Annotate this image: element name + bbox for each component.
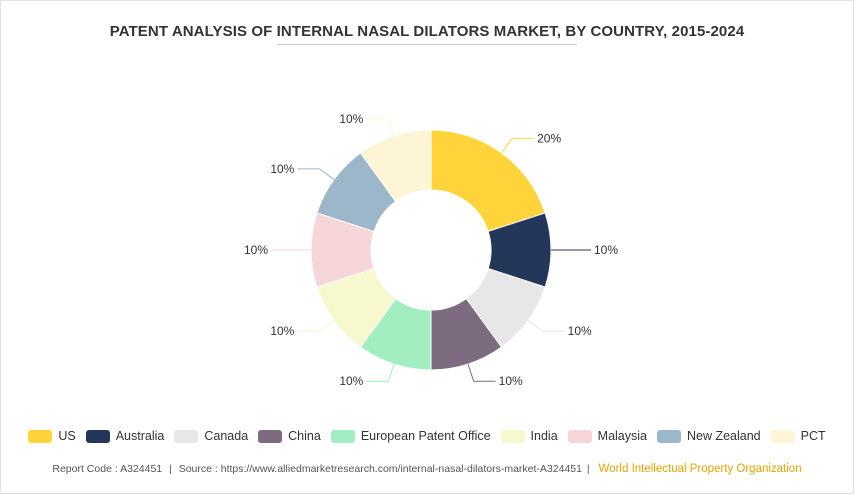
footer-separator: | bbox=[169, 463, 172, 475]
title-underline bbox=[277, 44, 577, 45]
chart-legend: US Australia Canada China European Patent Of… bbox=[0, 429, 854, 443]
source-text: Source : https://www.alliedmarketresearc… bbox=[178, 463, 582, 475]
legend-swatch bbox=[770, 429, 795, 443]
data-label-canada: 10% bbox=[568, 324, 592, 338]
chart-footer: Report Code : A324451 | Source : https:/… bbox=[0, 463, 854, 475]
data-label-european-patent-office: 10% bbox=[339, 374, 363, 388]
legend-swatch bbox=[28, 429, 53, 443]
legend-label: Canada bbox=[204, 429, 249, 443]
legend-label: China bbox=[288, 429, 321, 443]
footer-separator-2: | bbox=[586, 463, 590, 475]
legend-item-india[interactable]: India bbox=[500, 429, 558, 443]
legend-item-canada[interactable]: Canada bbox=[174, 429, 248, 443]
data-label-pct: 10% bbox=[339, 112, 363, 126]
slice-us bbox=[430, 129, 546, 233]
legend-item-european-patent-office[interactable]: European Patent Office bbox=[330, 429, 491, 443]
legend-swatch bbox=[174, 429, 199, 443]
legend-label: European Patent Office bbox=[360, 429, 491, 443]
legend-swatch bbox=[656, 429, 681, 443]
data-label-malaysia: 10% bbox=[244, 243, 268, 257]
legend-label: PCT bbox=[800, 429, 826, 443]
data-label-india: 10% bbox=[270, 324, 294, 338]
legend-label: New Zealand bbox=[686, 429, 761, 443]
legend-item-new-zealand[interactable]: New Zealand bbox=[656, 429, 761, 443]
legend-swatch bbox=[500, 429, 525, 443]
legend-item-pct[interactable]: PCT bbox=[770, 429, 826, 443]
source-organization: World Intellectual Property Organization bbox=[598, 463, 802, 475]
data-label-china: 10% bbox=[499, 374, 523, 388]
legend-item-australia[interactable]: Australia bbox=[85, 429, 165, 443]
legend-item-china[interactable]: China bbox=[258, 429, 321, 443]
report-code: Report Code : A324451 bbox=[52, 463, 163, 475]
legend-swatch bbox=[85, 429, 110, 443]
leader-line-european-patent-office bbox=[366, 363, 395, 382]
legend-swatch bbox=[330, 429, 355, 443]
legend-label: Malaysia bbox=[597, 429, 647, 443]
legend-item-malaysia[interactable]: Malaysia bbox=[567, 429, 647, 443]
legend-label: India bbox=[530, 429, 558, 443]
leader-line-china bbox=[467, 363, 496, 382]
legend-item-us[interactable]: US bbox=[28, 429, 76, 443]
data-label-us: 20% bbox=[537, 131, 561, 145]
data-label-australia: 10% bbox=[594, 243, 618, 257]
leader-line-pct bbox=[366, 118, 395, 137]
leader-line-us bbox=[501, 137, 535, 154]
legend-swatch bbox=[567, 429, 592, 443]
legend-swatch bbox=[258, 429, 283, 443]
leader-line-india bbox=[297, 320, 335, 332]
slice-pct bbox=[359, 129, 432, 203]
legend-label: Australia bbox=[115, 429, 165, 443]
data-label-new-zealand: 10% bbox=[270, 162, 294, 176]
leader-line-new-zealand bbox=[297, 168, 335, 180]
leader-line-canada bbox=[527, 320, 565, 332]
chart-title: PATENT ANALYSIS OF INTERNAL NASAL DILATO… bbox=[109, 23, 745, 40]
legend-label: US bbox=[58, 429, 76, 443]
